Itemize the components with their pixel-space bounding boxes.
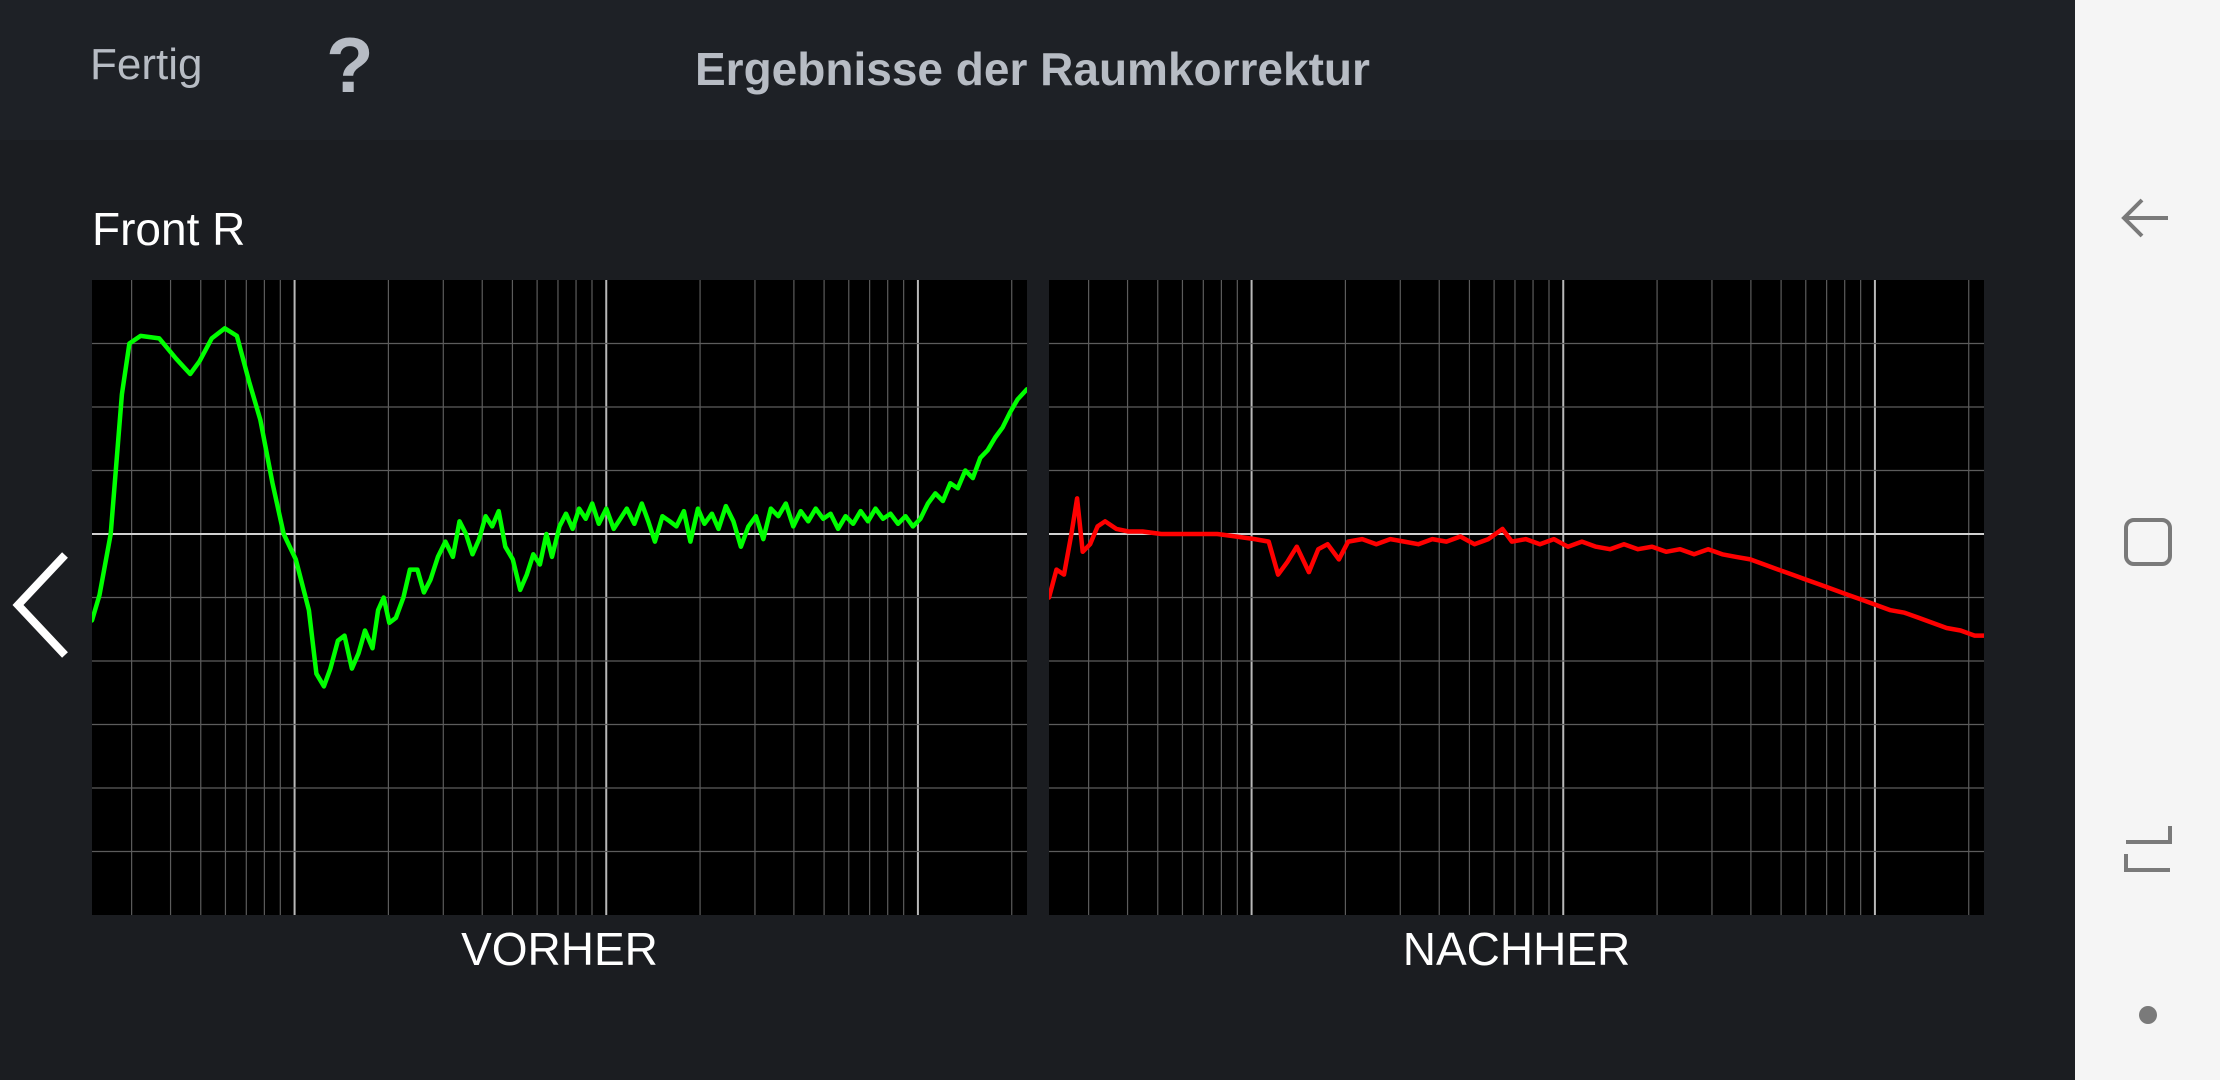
home-icon xyxy=(2123,518,2172,566)
series-line-0-0 xyxy=(92,326,1027,689)
system-navigation-bar xyxy=(2075,0,2220,1080)
chart-before xyxy=(92,280,1027,915)
done-button[interactable]: Fertig xyxy=(90,40,203,89)
nav-recents-button[interactable] xyxy=(2075,818,2220,928)
top-bar: Fertig ? Ergebnisse der Raumkorrektur xyxy=(0,0,2075,140)
chart-after xyxy=(1049,280,1984,915)
nav-back-button[interactable] xyxy=(2075,188,2220,298)
series-line-1-0 xyxy=(1049,496,1984,638)
previous-speaker-button[interactable] xyxy=(0,540,90,670)
recents-icon xyxy=(2123,826,2172,872)
chart-before-label: VORHER xyxy=(461,923,658,975)
speaker-title: Front R xyxy=(92,203,246,255)
chart-before-svg xyxy=(92,280,1027,915)
chart-grid xyxy=(1049,280,1984,915)
nav-dot-button[interactable] xyxy=(2075,960,2220,1070)
nav-home-button[interactable] xyxy=(2075,512,2220,622)
chevron-left-icon xyxy=(12,552,68,658)
chart-after-label: NACHHER xyxy=(1402,923,1631,975)
help-button[interactable]: ? xyxy=(326,21,374,109)
chart-after-svg xyxy=(1049,280,1984,915)
app-screen: Fertig ? Ergebnisse der Raumkorrektur Fr… xyxy=(0,0,2075,975)
dot-icon xyxy=(2138,1006,2157,1024)
back-icon xyxy=(2120,198,2168,238)
page-title: Ergebnisse der Raumkorrektur xyxy=(695,43,1370,95)
chart-grid xyxy=(92,280,1027,915)
